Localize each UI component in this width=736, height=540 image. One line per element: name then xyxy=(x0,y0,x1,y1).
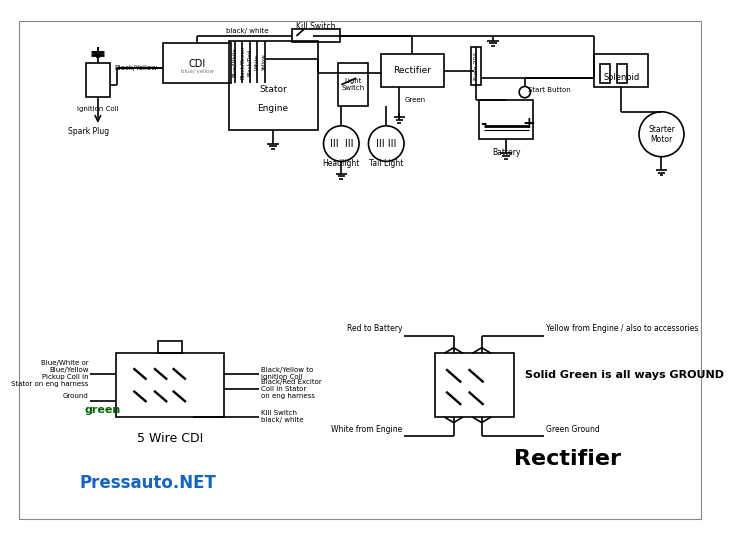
Text: Engine: Engine xyxy=(258,104,289,112)
Bar xyxy=(339,63,369,106)
Text: Black/Green: Black/Green xyxy=(239,45,244,79)
Bar xyxy=(158,341,182,353)
Text: Black/Yellow to
ignition Coil: Black/Yellow to ignition Coil xyxy=(261,367,313,380)
Bar xyxy=(163,43,231,83)
Text: Kill Switch
black/ white: Kill Switch black/ white xyxy=(261,410,303,423)
Text: Pressauto.NET: Pressauto.NET xyxy=(79,475,216,492)
Bar xyxy=(617,64,627,83)
Text: Fuse 20A: Fuse 20A xyxy=(473,52,478,80)
Text: Black/Yellow: Black/Yellow xyxy=(115,65,158,71)
Text: Light
Switch: Light Switch xyxy=(342,78,365,91)
Text: Blue/White or
Blue/Yellow
Pickup Coil in
Stator on eng harness: Blue/White or Blue/Yellow Pickup Coil in… xyxy=(11,360,88,387)
Text: green: green xyxy=(85,406,121,415)
Text: White from Engine: White from Engine xyxy=(331,425,402,434)
Bar xyxy=(229,40,318,130)
Text: Starter
Motor: Starter Motor xyxy=(648,125,675,144)
Text: Kill Switch: Kill Switch xyxy=(297,22,336,31)
Bar xyxy=(381,53,445,87)
Text: +: + xyxy=(522,116,535,131)
Text: -: - xyxy=(481,116,486,131)
Bar xyxy=(594,53,648,87)
Text: Spark Plug: Spark Plug xyxy=(68,127,109,136)
Text: blue/ yellow: blue/ yellow xyxy=(180,69,213,74)
Text: Blue/White: Blue/White xyxy=(232,47,237,77)
Text: Battery: Battery xyxy=(492,148,520,158)
Text: Tail Light: Tail Light xyxy=(369,159,403,168)
Bar xyxy=(85,63,110,97)
Text: Solenoid: Solenoid xyxy=(603,73,640,82)
Bar xyxy=(435,353,514,417)
Bar xyxy=(291,29,340,43)
Bar xyxy=(479,99,533,139)
Text: White: White xyxy=(255,54,260,70)
Text: Ignition Coil: Ignition Coil xyxy=(77,106,118,112)
Text: Solid Green is all ways GROUND: Solid Green is all ways GROUND xyxy=(525,370,723,380)
Text: III III: III III xyxy=(376,139,397,148)
Text: Red to Battery: Red to Battery xyxy=(347,323,402,333)
Text: CDI: CDI xyxy=(188,59,206,69)
Text: Headlight: Headlight xyxy=(322,159,360,168)
Text: Yellow from Engine / also to accessories: Yellow from Engine / also to accessories xyxy=(546,323,698,333)
Text: Black/Red: Black/Red xyxy=(247,49,252,76)
Text: Rectifier: Rectifier xyxy=(514,449,621,469)
Text: 5 Wire CDI: 5 Wire CDI xyxy=(137,432,203,445)
Bar xyxy=(116,353,224,417)
Text: Yellow: Yellow xyxy=(262,54,267,71)
Text: Black/Red Excitor
Coil in Stator
on eng harness: Black/Red Excitor Coil in Stator on eng … xyxy=(261,379,322,399)
Text: black/ white: black/ white xyxy=(227,28,269,34)
Text: Ground: Ground xyxy=(63,394,88,400)
Text: Green Ground: Green Ground xyxy=(546,425,600,434)
Text: III  III: III III xyxy=(330,139,353,148)
Text: Stator: Stator xyxy=(259,85,287,94)
Text: Rectifier: Rectifier xyxy=(394,66,431,75)
Bar xyxy=(600,64,610,83)
Text: Start Button: Start Button xyxy=(528,87,570,93)
Bar xyxy=(472,47,481,85)
Text: Green: Green xyxy=(405,97,426,103)
